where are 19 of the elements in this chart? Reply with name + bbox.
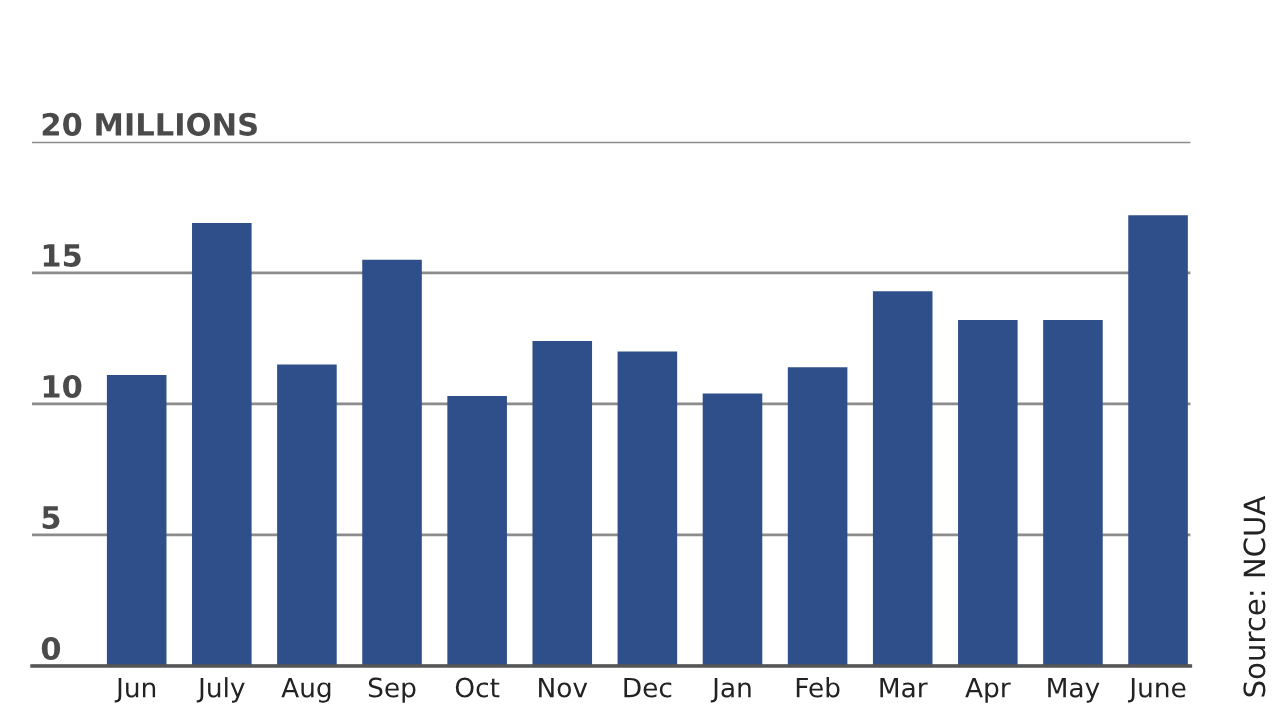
x-tick-label: Sep bbox=[368, 677, 416, 703]
y-tick-label: 5 bbox=[42, 506, 60, 530]
x-tick-label: Aug bbox=[281, 677, 331, 703]
x-tick-label: Dec bbox=[624, 677, 672, 698]
x-tick-label: Apr bbox=[965, 677, 1011, 703]
y-tick-label: 0 bbox=[41, 636, 61, 661]
x-tick-label: Jan bbox=[710, 677, 751, 703]
y-tick-label: 10 bbox=[43, 374, 82, 398]
x-tick-label: Mar bbox=[880, 677, 928, 698]
x-tick-label: Feb bbox=[796, 677, 840, 698]
x-tick-label: Nov bbox=[539, 677, 588, 698]
x-tick-label: Oct bbox=[455, 677, 500, 698]
x-tick-label: June bbox=[1127, 677, 1186, 703]
source-note: Source: NCUA bbox=[1243, 495, 1266, 697]
x-tick-label: Jun bbox=[114, 677, 156, 703]
x-tick-label: May bbox=[1048, 677, 1100, 703]
y-tick-label: 15 bbox=[43, 244, 81, 267]
y-tick-label: 20 MILLIONS bbox=[42, 112, 257, 136]
x-tick-label: July bbox=[196, 677, 245, 703]
